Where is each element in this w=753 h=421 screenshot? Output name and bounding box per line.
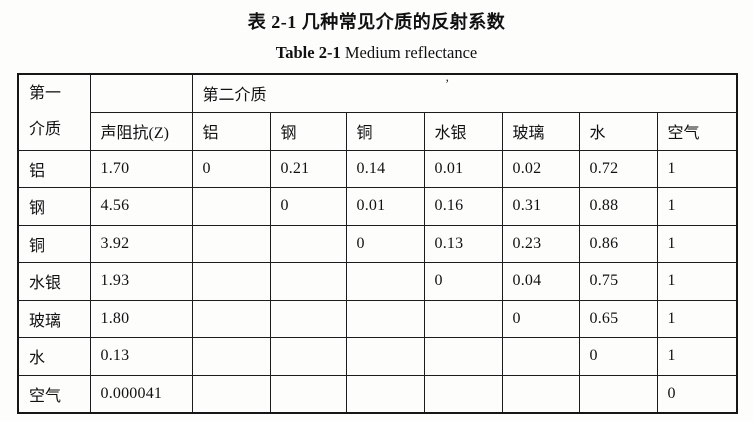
table-row-air: 空气 0.000041 0: [17, 374, 738, 413]
table-row-glass: 玻璃 1.80 0 0.65 1: [17, 299, 738, 338]
impedance-column-header: 声阻抗(Z): [89, 111, 193, 151]
table-title-english-number: Table 2-1: [275, 43, 341, 62]
column-header-glass: 玻璃: [501, 111, 580, 151]
corner-header-line2: 介质: [29, 121, 62, 139]
reflectance-value: [501, 337, 580, 376]
reflectance-value: [191, 337, 271, 376]
reflectance-value: 1: [656, 149, 738, 188]
reflectance-value: [191, 299, 271, 338]
impedance-value: 3.92: [89, 224, 193, 263]
scan-artifact-mark: ’: [445, 76, 450, 91]
column-header-air: 空气: [656, 111, 738, 151]
column-header-aluminum: 铝: [191, 111, 271, 151]
reflectance-value: [345, 262, 425, 301]
table-title-chinese: 表 2-1 几种常见介质的反射系数: [247, 12, 506, 32]
row-medium-label: 水银: [17, 262, 91, 301]
reflectance-value: 0.02: [501, 149, 580, 188]
reflectance-value: [191, 224, 271, 263]
reflectance-value: [423, 299, 503, 338]
row-medium-label: 水: [17, 337, 91, 376]
reflectance-value: 1: [656, 299, 738, 338]
reflectance-value: 0.86: [578, 224, 658, 263]
reflectance-value: [269, 374, 347, 413]
table-row-steel: 钢 4.56 0 0.01 0.16 0.31 0.88 1: [17, 187, 738, 226]
column-header-water: 水: [578, 111, 658, 151]
reflectance-value: 0: [578, 337, 658, 376]
second-medium-group-header: 第二介质: [191, 73, 738, 113]
row-medium-label: 铜: [17, 224, 91, 263]
reflectance-value: 0.16: [423, 187, 503, 226]
reflectance-value: [423, 337, 503, 376]
reflectance-value: [345, 337, 425, 376]
reflectance-value: 1: [656, 224, 738, 263]
reflectance-value: 0.65: [578, 299, 658, 338]
column-header-mercury: 水银: [423, 111, 503, 151]
reflectance-value: 0.88: [578, 187, 658, 226]
table-row-water: 水 0.13 0 1: [17, 337, 738, 376]
reflectance-value: 0: [423, 262, 503, 301]
table-row-mercury: 水银 1.93 0 0.04 0.75 1: [17, 262, 738, 301]
reflectance-value: [269, 299, 347, 338]
header-row-2: 声阻抗(Z) 铝 钢 铜 水银 玻璃 水 空气: [18, 111, 738, 151]
reflectance-value: [191, 262, 271, 301]
reflectance-value: 0.23: [501, 224, 580, 263]
column-header-copper: 铜: [345, 111, 425, 151]
table-title-english-text: Medium reflectance: [340, 43, 478, 62]
reflectance-value: 0.01: [423, 149, 503, 188]
reflectance-value: 0: [269, 187, 347, 226]
corner-header-line1: 第一: [29, 85, 62, 103]
table-row-copper: 铜 3.92 0 0.13 0.23 0.86 1: [17, 224, 738, 263]
impedance-value: 4.56: [89, 187, 193, 226]
reflectance-value: [191, 374, 271, 413]
reflectance-table: 第一 介质 第二介质 声阻抗(Z) 铝 钢 铜 水银 玻璃 水 空气 铝 1.7…: [17, 73, 739, 414]
reflectance-value: [423, 374, 503, 413]
reflectance-value: [269, 224, 347, 263]
reflectance-value: 0.21: [269, 149, 347, 188]
row-medium-label: 空气: [17, 374, 91, 413]
reflectance-value: 0.04: [501, 262, 580, 301]
impedance-value: 0.000041: [89, 374, 193, 413]
reflectance-value: [578, 374, 658, 413]
reflectance-value: 0.01: [345, 187, 425, 226]
reflectance-value: 1: [656, 187, 738, 226]
reflectance-value: [269, 262, 347, 301]
reflectance-value: [269, 337, 347, 376]
reflectance-value: 1: [656, 262, 738, 301]
row-medium-label: 玻璃: [17, 299, 91, 338]
header-row-1: 第一 介质 第二介质: [17, 73, 738, 151]
row-medium-label: 铝: [17, 149, 91, 188]
table-row-aluminum: 铝 1.70 0 0.21 0.14 0.01 0.02 0.72 1: [17, 149, 738, 188]
column-header-steel: 钢: [269, 111, 347, 151]
corner-header-first-medium: 第一 介质: [17, 73, 91, 151]
table-title-english: Table 2-1 Medium reflectance: [0, 43, 753, 63]
impedance-value: 1.93: [89, 262, 193, 301]
impedance-value: 1.80: [89, 299, 193, 338]
reflectance-value: 0.72: [578, 149, 658, 188]
impedance-header-spacer-cell: [89, 73, 193, 113]
reflectance-value: 0.31: [501, 187, 580, 226]
impedance-value: 1.70: [89, 149, 193, 188]
reflectance-value: 0.14: [345, 149, 425, 188]
reflectance-value: 0: [191, 149, 271, 188]
reflectance-value: [345, 374, 425, 413]
reflectance-value: [191, 187, 271, 226]
reflectance-value: 1: [656, 337, 738, 376]
impedance-value: 0.13: [89, 337, 193, 376]
reflectance-value: [345, 299, 425, 338]
reflectance-value: 0: [656, 374, 738, 413]
reflectance-value: 0: [345, 224, 425, 263]
reflectance-value: 0.13: [423, 224, 503, 263]
reflectance-value: [501, 374, 580, 413]
row-medium-label: 钢: [17, 187, 91, 226]
reflectance-value: 0.75: [578, 262, 658, 301]
reflectance-value: 0: [501, 299, 580, 338]
